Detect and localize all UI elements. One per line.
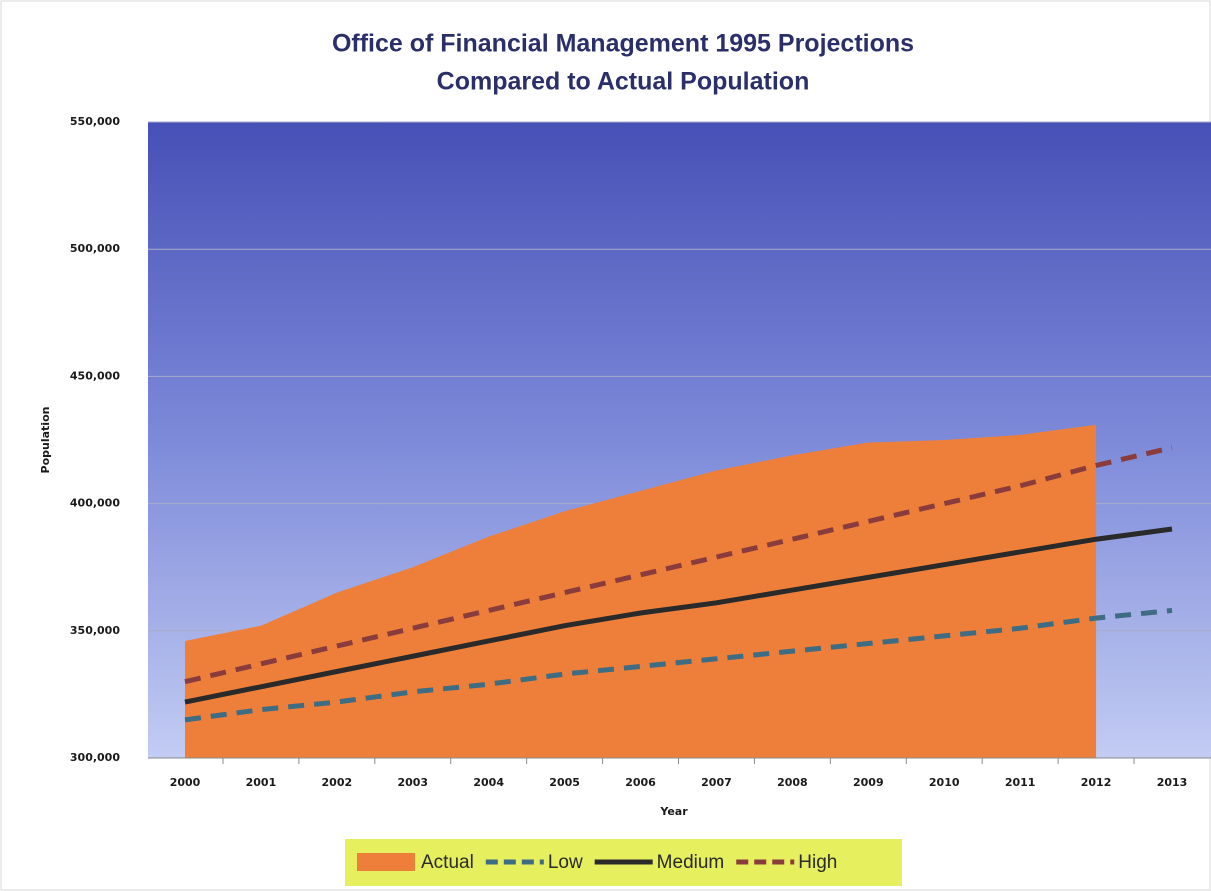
x-tick-label: 2000 [170, 776, 201, 789]
x-tick-label: 2003 [397, 776, 428, 789]
x-tick-label: 2010 [929, 776, 960, 789]
legend-label: Medium [657, 852, 725, 873]
y-tick-label: 450,000 [70, 369, 120, 382]
y-tick-label: 400,000 [70, 497, 120, 510]
chart-title: Compared to Actual Population [437, 68, 810, 96]
chart-title: Office of Financial Management 1995 Proj… [332, 30, 914, 58]
x-tick-label: 2001 [246, 776, 277, 789]
y-tick-label: 550,000 [70, 115, 120, 128]
y-tick-label: 350,000 [70, 624, 120, 637]
line [184, 526, 1173, 705]
x-tick-label: 2005 [549, 776, 580, 789]
legend-label: High [798, 852, 837, 873]
x-tick-label: 2007 [701, 776, 732, 789]
x-tick-label: 2002 [322, 776, 353, 789]
y-tick-label: 300,000 [70, 751, 120, 764]
x-axis-title: Year [659, 805, 688, 818]
legend-label: Actual [421, 852, 474, 873]
line [184, 445, 1173, 685]
y-tick-label: 500,000 [70, 242, 120, 255]
legend-swatch [357, 853, 415, 871]
y-axis-title: Population [39, 407, 52, 474]
x-tick-label: 2008 [777, 776, 808, 789]
line [184, 607, 1173, 723]
legend-label: Low [548, 852, 583, 873]
x-tick-label: 2009 [853, 776, 884, 789]
x-tick-label: 2004 [473, 776, 504, 789]
x-tick-label: 2006 [625, 776, 656, 789]
x-tick-label: 2012 [1081, 776, 1112, 789]
x-tick-label: 2011 [1005, 776, 1036, 789]
area [185, 424, 1097, 758]
x-tick-label: 2013 [1157, 776, 1188, 789]
